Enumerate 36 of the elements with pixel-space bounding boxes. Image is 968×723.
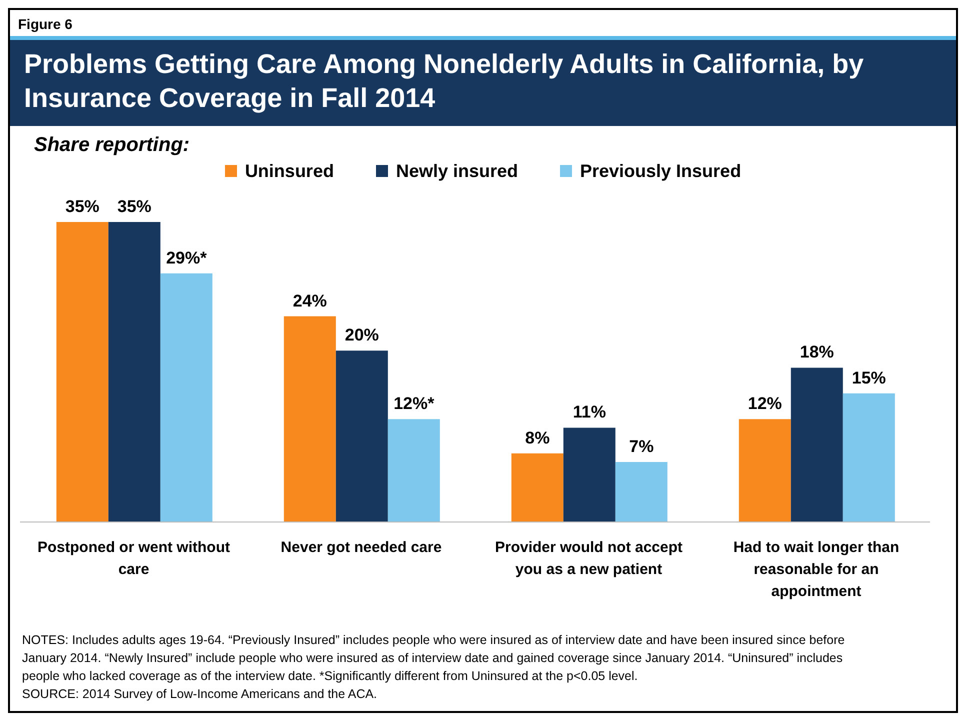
data-label: 35% <box>65 196 100 216</box>
caption: Figure 6 <box>17 15 74 34</box>
data-label: 12% <box>748 394 782 413</box>
bar <box>563 427 616 522</box>
data-label: 7% <box>629 436 654 456</box>
x-tick-label: Never got needed care <box>280 538 442 556</box>
bar <box>160 272 212 522</box>
x-tick-label: Had to wait longer than reasonable for an appointment <box>733 538 900 600</box>
bar <box>842 392 895 522</box>
bar <box>388 418 440 522</box>
bar <box>284 316 336 522</box>
data-label: 18% <box>800 342 834 362</box>
text: NOTES: Includes adults ages 19-64. “Previously Insured” includes people who were insured as of interview date and have been insured since before January 2014. “Newly Insured” include people who were insured as of interview date and gained coverage since January 2014. “Uninsured” includes people who lacked coverage as of the interview date. *Significantly different from Uninsured at the p<0.05 level. <box>22 632 846 685</box>
bar <box>336 350 388 522</box>
chart-subtitle: Share reporting: <box>33 132 191 156</box>
data-label: 12%* <box>394 394 435 413</box>
legend-label: Newly insured <box>396 160 518 182</box>
x-tick-label: Postponed or went without care <box>38 538 230 578</box>
chart-title: Problems Getting Care Among Nonelderly Adults in California, by Insurance Coverage in Fall 2014 <box>10 36 956 126</box>
bar <box>738 418 791 522</box>
x-tick-label: Provider would not accept you as a new patient <box>494 538 683 578</box>
source-note: SOURCE: 2014 Survey of Low-Income Americans and the ACA. <box>22 686 378 703</box>
bar <box>790 367 843 522</box>
bar <box>615 462 668 522</box>
bar <box>108 222 160 522</box>
bar <box>511 452 564 522</box>
data-label: 20% <box>344 325 379 344</box>
data-label: 11% <box>572 402 606 422</box>
bar <box>56 222 108 522</box>
data-label: 8% <box>525 428 550 447</box>
data-label: 24% <box>292 290 327 310</box>
legend-label: Uninsured <box>244 160 334 182</box>
data-label: 29%* <box>166 248 208 267</box>
legend-label: Previously Insured <box>580 160 742 182</box>
data-label: 35% <box>117 196 152 216</box>
data-label: 15% <box>852 368 886 387</box>
